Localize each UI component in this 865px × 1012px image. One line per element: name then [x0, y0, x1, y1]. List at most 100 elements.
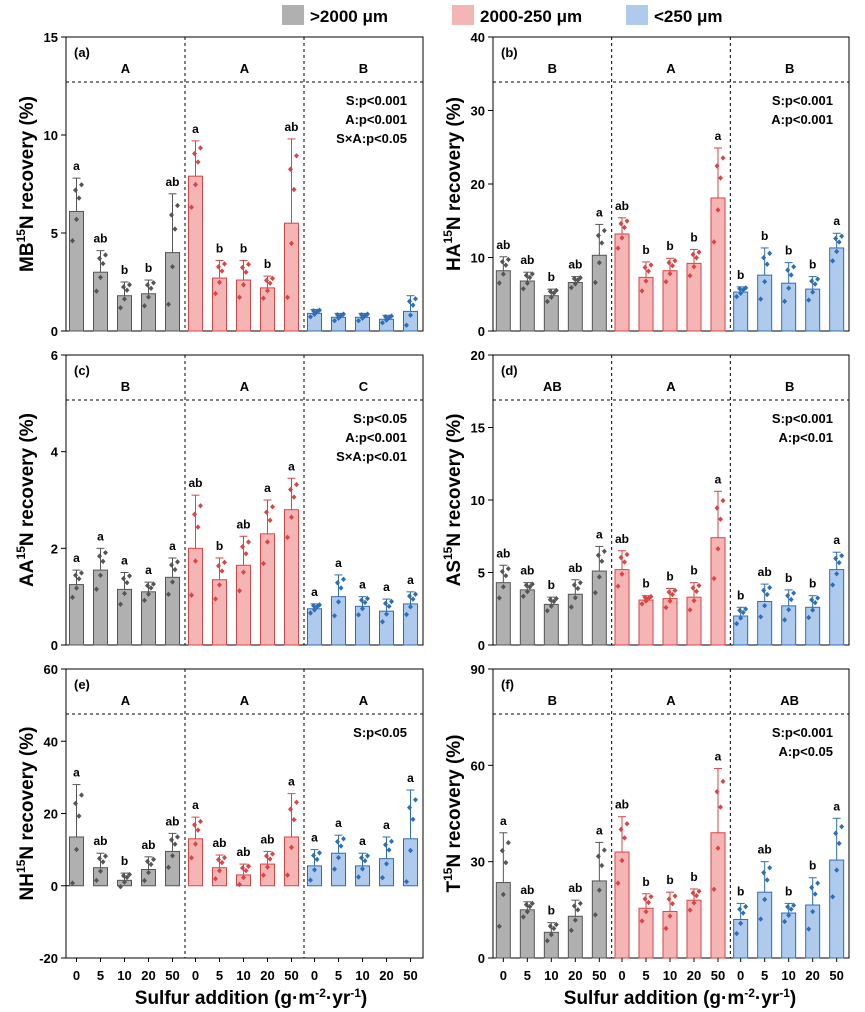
data-point	[407, 298, 412, 305]
group-letter: B	[121, 379, 130, 394]
data-point	[830, 894, 836, 900]
data-point	[142, 303, 147, 309]
x-axis-label-right: Sulfur addition (g·m-2·yr-1)	[564, 986, 796, 1009]
data-point	[839, 823, 845, 830]
bar	[117, 588, 132, 646]
data-point	[261, 560, 266, 567]
data-point	[666, 260, 672, 266]
x-tick-label: 0	[311, 968, 318, 983]
data-point	[529, 581, 535, 587]
sig-letter: b	[690, 564, 697, 578]
data-point	[788, 272, 794, 278]
data-point	[761, 255, 767, 261]
data-point	[734, 620, 740, 627]
data-point	[687, 272, 693, 279]
data-point	[694, 893, 699, 899]
data-point	[505, 840, 511, 846]
data-point	[380, 619, 385, 625]
data-point	[118, 883, 123, 890]
sig-letter: ab	[165, 814, 179, 828]
data-point	[618, 220, 624, 227]
data-point	[715, 546, 721, 552]
data-point	[142, 877, 147, 884]
data-point	[193, 841, 198, 847]
data-point	[810, 289, 816, 295]
y-axis-label: HA15N recovery (%)	[441, 97, 465, 271]
data-point	[73, 800, 78, 807]
data-point	[413, 591, 418, 597]
data-point	[170, 579, 175, 585]
data-point	[595, 853, 601, 859]
data-point	[172, 566, 178, 573]
data-point	[98, 572, 103, 579]
data-point	[237, 294, 242, 300]
data-point	[243, 550, 249, 557]
data-point	[734, 930, 740, 937]
data-point	[718, 175, 723, 181]
x-tick-label: 50	[711, 968, 725, 983]
y-tick-label: 0	[478, 638, 485, 653]
data-point	[596, 260, 602, 266]
y-tick-label: 4	[51, 445, 59, 460]
y-tick-label: 15	[44, 30, 58, 45]
data-point	[219, 859, 225, 866]
sig-letter: ab	[260, 832, 274, 846]
x-tick-label: 10	[544, 968, 558, 983]
data-point	[595, 552, 601, 558]
data-point	[145, 582, 150, 589]
data-point	[407, 804, 412, 811]
data-point	[336, 599, 341, 605]
data-point	[529, 271, 535, 277]
bar	[829, 859, 845, 959]
data-point	[738, 615, 744, 621]
data-point	[666, 589, 672, 595]
data-point	[520, 286, 526, 292]
data-point	[336, 854, 341, 861]
data-point	[758, 614, 764, 620]
group-letter: A	[666, 693, 676, 708]
stat-label: S:p<0.05	[353, 411, 407, 426]
group-letter: B	[548, 693, 557, 708]
bar	[781, 912, 797, 959]
bar	[93, 271, 108, 332]
sig-letter: ab	[758, 565, 772, 579]
data-point	[189, 204, 194, 210]
data-point	[624, 218, 630, 224]
data-point	[761, 869, 767, 876]
data-point	[830, 258, 836, 264]
sig-letter: ab	[93, 834, 107, 848]
data-point	[767, 865, 773, 871]
sig-letter: a	[359, 578, 366, 592]
data-point	[264, 509, 269, 515]
data-point	[720, 497, 726, 504]
data-point	[362, 858, 368, 864]
data-point	[758, 296, 764, 302]
data-point	[127, 871, 132, 878]
sig-letter: ab	[496, 238, 510, 252]
data-point	[142, 597, 147, 604]
data-point	[386, 603, 392, 610]
data-point	[265, 539, 270, 545]
data-point	[737, 607, 743, 614]
x-tick-label: 20	[568, 968, 582, 983]
data-point	[833, 555, 839, 562]
data-point	[294, 799, 299, 806]
data-point	[785, 592, 791, 599]
bar	[69, 584, 84, 646]
data-point	[615, 245, 621, 251]
data-point	[213, 876, 218, 882]
data-point	[544, 608, 550, 614]
x-tick-label: 0	[73, 968, 80, 983]
data-point	[639, 288, 645, 294]
sig-letter: a	[73, 159, 80, 173]
data-point	[764, 261, 770, 267]
x-tick-label: 5	[642, 968, 649, 983]
bar	[212, 277, 227, 332]
data-point	[643, 278, 649, 284]
data-point	[312, 607, 317, 613]
group-letter: AB	[543, 379, 562, 394]
data-point	[782, 298, 788, 305]
data-point	[544, 938, 550, 944]
data-point	[670, 591, 675, 598]
data-point	[267, 280, 273, 286]
